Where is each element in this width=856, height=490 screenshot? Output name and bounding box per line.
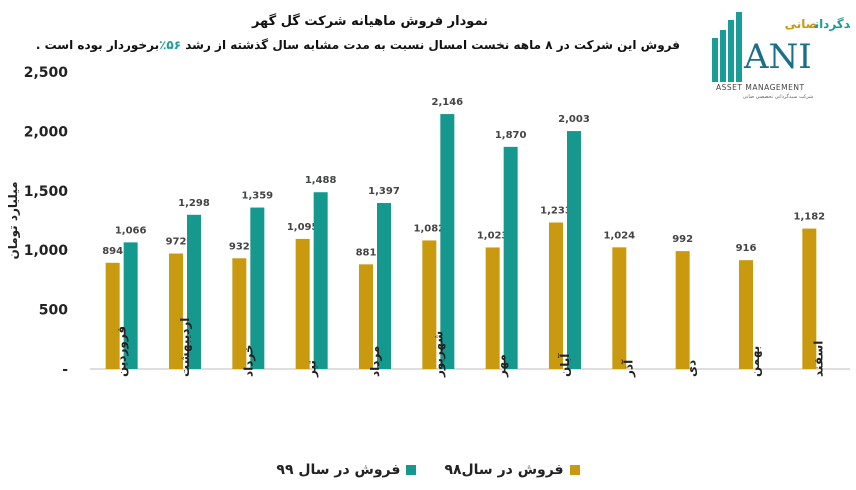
legend-label: فروش در سال۹۸ bbox=[444, 462, 564, 478]
bar-series98 bbox=[612, 247, 627, 369]
subtitle-text-before: فروش این شرکت در ۸ ماهه نخست امسال نسبت … bbox=[181, 38, 680, 52]
bar-series98 bbox=[549, 222, 563, 369]
legend-item: فروش در سال ۹۹ bbox=[276, 462, 417, 478]
data-label: 1,095 bbox=[287, 222, 319, 233]
x-tick-label: فروردین bbox=[115, 326, 130, 377]
y-tick-label: 1,000 bbox=[24, 243, 69, 259]
bar-series99 bbox=[123, 242, 138, 369]
data-label: 2,146 bbox=[432, 97, 464, 108]
bar-series98 bbox=[295, 238, 310, 369]
x-tick-label: مهر bbox=[495, 354, 509, 378]
growth-highlight: ۵۶٪ bbox=[159, 38, 182, 52]
bar-series99 bbox=[503, 146, 518, 369]
bar-series98 bbox=[359, 264, 373, 369]
data-label: 1,397 bbox=[368, 186, 400, 197]
data-label: 932 bbox=[229, 241, 250, 252]
y-tick-label: 2,000 bbox=[24, 124, 69, 140]
y-tick-label: 500 bbox=[39, 303, 68, 319]
bar-series98 bbox=[422, 240, 437, 369]
company-logo: سبدگردانصانی ANI ASSET MANAGEMENT شرکت س… bbox=[712, 12, 850, 100]
data-label: 916 bbox=[736, 243, 757, 254]
data-label: 2,003 bbox=[558, 114, 590, 125]
legend-item: فروش در سال۹۸ bbox=[444, 462, 580, 478]
x-tick-label: آذر bbox=[620, 359, 635, 378]
bar-chart: میلیارد تومان - 500 1,000 1,500 2,000 2,500 894… bbox=[6, 65, 850, 378]
subtitle-text-after: برخوردار بوده است . bbox=[35, 38, 160, 52]
logo-note: شرکت سبدگردانی تخصصی صانی bbox=[743, 93, 813, 100]
x-tick-label: دی bbox=[685, 360, 699, 377]
logo-wordmark: ANI bbox=[743, 37, 812, 77]
data-label: 881 bbox=[356, 247, 377, 258]
data-label: 1,024 bbox=[604, 230, 636, 241]
x-tick-label: شهریور bbox=[431, 331, 446, 378]
bar-series98 bbox=[675, 251, 690, 369]
bar-series98 bbox=[105, 262, 120, 369]
bar-series98 bbox=[169, 253, 183, 369]
data-label: 992 bbox=[672, 234, 693, 245]
data-label: 1,488 bbox=[305, 175, 337, 186]
data-label: 1,182 bbox=[794, 212, 826, 223]
y-tick-label: 2,500 bbox=[24, 65, 69, 81]
bar-series99 bbox=[377, 203, 391, 369]
x-tick-label: تیر bbox=[305, 360, 319, 378]
x-tick-label: بهمن bbox=[748, 346, 762, 377]
chart-subtitle: فروش این شرکت در ۸ ماهه نخست امسال نسبت … bbox=[36, 38, 680, 52]
y-tick-label: - bbox=[62, 362, 68, 378]
logo-tagline: ASSET MANAGEMENT bbox=[716, 83, 805, 92]
data-label: 1,359 bbox=[242, 191, 274, 202]
bar-series99 bbox=[187, 214, 201, 369]
y-axis-label: میلیارد تومان bbox=[6, 181, 21, 259]
chart-title: نمودار فروش ماهیانه شرکت گل گهر bbox=[251, 14, 489, 29]
data-label: 1,023 bbox=[477, 230, 509, 241]
chart-legend: فروش در سال۹۸ فروش در سال ۹۹ bbox=[0, 462, 856, 478]
bar-series98 bbox=[485, 247, 500, 369]
data-label: 1,870 bbox=[495, 130, 527, 141]
data-label: 1,298 bbox=[178, 198, 210, 209]
data-label: 894 bbox=[102, 246, 123, 257]
bar-series99 bbox=[567, 131, 581, 369]
x-tick-label: اسفند bbox=[811, 341, 825, 377]
legend-swatch bbox=[406, 465, 417, 475]
logo-brand-fa: سبدگردانصانی bbox=[785, 17, 850, 31]
logo-brand-fa-main: سبدگردان bbox=[814, 17, 850, 31]
data-label: 1,233 bbox=[540, 206, 572, 217]
bar-series98 bbox=[232, 258, 247, 369]
data-label: 1,066 bbox=[115, 225, 147, 236]
logo-brand-fa-accent: صانی bbox=[785, 17, 818, 31]
x-tick-label: خرداد bbox=[241, 344, 255, 377]
x-tick-label: آبان bbox=[557, 353, 572, 377]
x-tick-label: مرداد bbox=[368, 346, 382, 377]
bar-series98 bbox=[739, 260, 753, 369]
data-label: 972 bbox=[166, 237, 187, 248]
y-tick-label: 1,500 bbox=[24, 184, 69, 200]
bar-series99 bbox=[440, 114, 455, 369]
data-label: 1,082 bbox=[414, 223, 446, 234]
legend-label: فروش در سال ۹۹ bbox=[276, 462, 401, 478]
bar-series99 bbox=[313, 192, 328, 369]
legend-swatch bbox=[569, 465, 580, 475]
bar-series99 bbox=[250, 207, 265, 369]
building-bars-icon bbox=[712, 12, 742, 82]
x-tick-label: اردیبهشت bbox=[178, 318, 192, 377]
bar-series98 bbox=[802, 228, 817, 369]
